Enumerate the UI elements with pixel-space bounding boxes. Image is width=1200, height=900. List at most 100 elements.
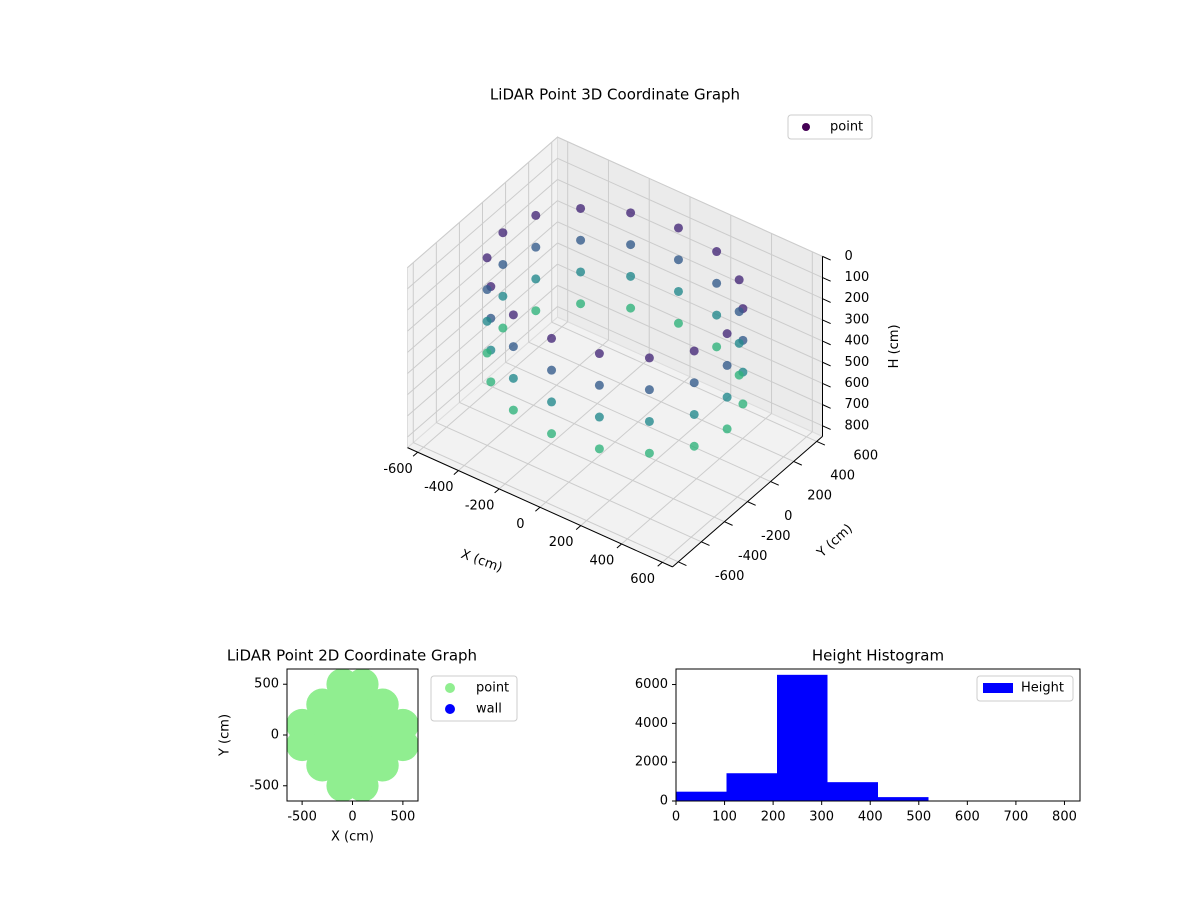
grid-line xyxy=(557,136,823,257)
point xyxy=(626,271,636,281)
point xyxy=(346,769,379,801)
point xyxy=(673,255,683,265)
y-tick-label: 0 xyxy=(784,509,792,524)
point xyxy=(482,285,492,295)
point xyxy=(734,338,744,348)
x-tick-label: 600 xyxy=(955,810,980,825)
tick-mark xyxy=(535,506,541,512)
grid-line xyxy=(557,221,823,342)
x-tick-label: -600 xyxy=(383,462,413,477)
tick-mark xyxy=(822,277,831,282)
point xyxy=(576,203,586,213)
legend-label: point xyxy=(830,120,863,135)
grid-line xyxy=(407,200,558,332)
point xyxy=(482,253,492,263)
point xyxy=(626,208,636,218)
point xyxy=(712,247,722,257)
grid-line xyxy=(407,221,558,353)
point xyxy=(547,365,557,375)
tick-mark xyxy=(616,543,622,549)
point xyxy=(712,310,722,320)
y-tick-label: 0 xyxy=(271,728,279,743)
grid-line xyxy=(407,263,558,396)
x-axis-label: X (cm) xyxy=(459,547,505,576)
bar xyxy=(777,674,828,801)
z-tick-label: 700 xyxy=(845,397,870,412)
legend-marker xyxy=(445,683,455,693)
x-tick-label: 0 xyxy=(516,517,524,532)
tick-mark xyxy=(453,470,459,475)
grid-line xyxy=(505,361,771,483)
point xyxy=(626,240,636,250)
x-tick-label: 400 xyxy=(590,554,615,569)
grid-line xyxy=(407,242,558,374)
tick-mark xyxy=(494,488,500,494)
x-axis xyxy=(407,447,673,568)
tick-mark xyxy=(822,340,831,346)
x-tick-label: 800 xyxy=(1052,810,1077,825)
grid-line xyxy=(407,136,558,269)
x-tick-label: 100 xyxy=(712,810,737,825)
point xyxy=(712,342,722,352)
point xyxy=(594,349,604,359)
point xyxy=(712,278,722,288)
point xyxy=(722,392,732,402)
point xyxy=(531,242,541,252)
point xyxy=(287,708,319,741)
y-tick-label: 6000 xyxy=(635,677,668,692)
y-axis-label: Y (cm) xyxy=(814,521,856,561)
z-tick-label: 100 xyxy=(845,270,870,285)
point xyxy=(594,380,604,390)
tick-mark xyxy=(747,501,756,506)
point xyxy=(547,397,557,407)
y-tick-label: 600 xyxy=(853,449,878,464)
point xyxy=(346,669,379,701)
x-tick-label: 200 xyxy=(549,535,574,550)
point xyxy=(644,385,654,395)
grid-line xyxy=(407,157,558,290)
point xyxy=(722,329,732,339)
point xyxy=(644,416,654,426)
legend-box xyxy=(976,675,1074,702)
point xyxy=(486,377,496,387)
point xyxy=(734,275,744,285)
tick-mark xyxy=(822,404,831,409)
tick-mark xyxy=(822,298,831,303)
x-tick-label: -500 xyxy=(287,810,317,825)
x-axis-label: X (cm) xyxy=(331,830,374,845)
point xyxy=(644,353,654,363)
grid-line xyxy=(459,401,725,523)
point xyxy=(498,323,508,333)
bar xyxy=(676,791,727,801)
grid-line xyxy=(482,381,748,503)
grid-line xyxy=(528,341,794,462)
point xyxy=(508,342,518,352)
grid-line xyxy=(557,263,823,384)
tick-mark xyxy=(724,521,733,526)
point xyxy=(508,310,518,320)
grid-line xyxy=(557,242,823,363)
point xyxy=(594,412,604,422)
y-tick-label: 400 xyxy=(830,469,855,484)
bar xyxy=(726,773,777,801)
tick-mark xyxy=(770,481,779,486)
legend-label: point xyxy=(476,681,509,696)
point xyxy=(482,348,492,358)
point xyxy=(689,378,699,388)
point xyxy=(498,228,508,238)
grid-line xyxy=(557,284,823,406)
point xyxy=(689,346,699,356)
z-tick-label: 300 xyxy=(845,312,870,327)
grid-line xyxy=(407,179,558,311)
y-tick-label: -200 xyxy=(761,529,791,544)
point xyxy=(366,688,399,721)
chart-title: LiDAR Point 3D Coordinate Graph xyxy=(490,86,740,104)
bar xyxy=(878,797,929,801)
tick-mark xyxy=(822,319,831,325)
point xyxy=(738,399,748,409)
y-tick-label: -600 xyxy=(715,569,745,584)
grid-line xyxy=(436,422,702,543)
x-tick-label: -400 xyxy=(424,480,454,495)
point xyxy=(482,316,492,326)
point xyxy=(673,223,683,233)
